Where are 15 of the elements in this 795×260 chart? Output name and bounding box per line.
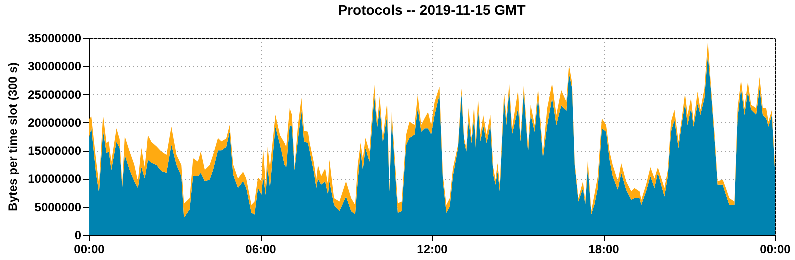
x-tick-label: 00:00 [74, 242, 106, 256]
x-tick-label: 00:00 [760, 242, 792, 256]
y-axis-title: Bytes per time slot (300 s) [6, 62, 20, 212]
y-tick-label: 15000000 [28, 144, 82, 158]
x-tick-label: 06:00 [246, 242, 277, 256]
y-tick-label: 35000000 [28, 32, 82, 46]
y-tick-label: 30000000 [28, 60, 82, 74]
y-tick-label: 0 [74, 228, 82, 242]
y-tick-label: 20000000 [28, 116, 82, 130]
y-tick-label: 25000000 [28, 88, 82, 102]
x-tick-label: 18:00 [588, 242, 620, 256]
y-tick-label: 5000000 [34, 200, 82, 214]
y-tick-label: 10000000 [28, 172, 82, 186]
x-tick-label: 12:00 [417, 242, 448, 256]
chart-title: Protocols -- 2019-11-15 GMT [338, 2, 526, 18]
